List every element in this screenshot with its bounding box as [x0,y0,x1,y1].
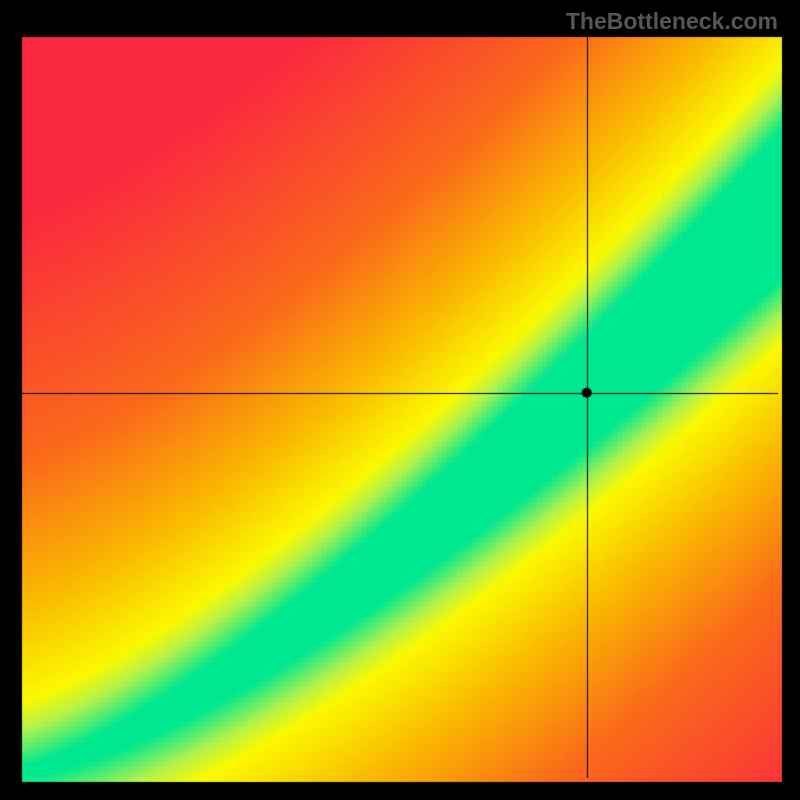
watermark-text: TheBottleneck.com [566,8,778,35]
chart-container: TheBottleneck.com [0,0,800,800]
heatmap-canvas [0,0,800,800]
